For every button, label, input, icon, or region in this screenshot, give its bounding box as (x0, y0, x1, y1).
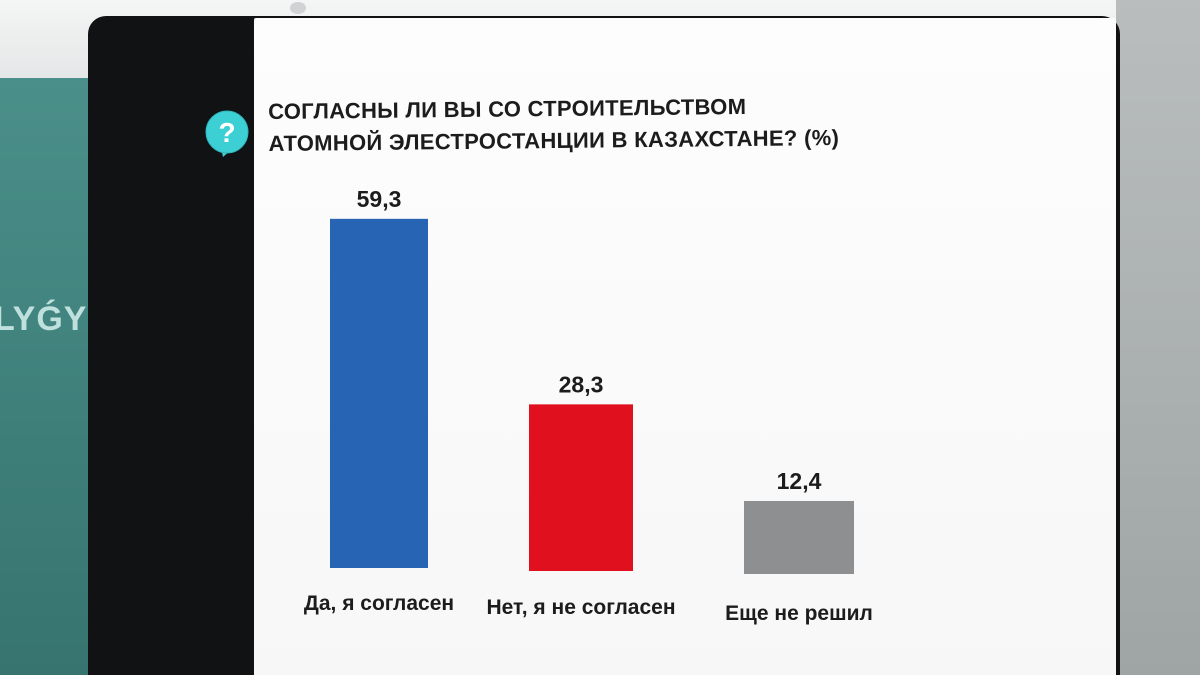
smoke-detector (290, 2, 306, 14)
right-wall (1116, 0, 1200, 675)
question-mark-icon: ? (205, 110, 249, 157)
bar-3 (744, 500, 854, 574)
category-label-3: Еще не решил (725, 602, 873, 625)
display-frame (88, 16, 1120, 675)
wall-brand-text: LYǴY (0, 300, 88, 338)
bar-1 (330, 218, 428, 568)
bar-2 (529, 404, 633, 571)
category-label-2: Нет, я не согласен (486, 596, 675, 619)
bar-value-label-2: 28,3 (559, 371, 604, 397)
question-mark-glyph: ? (218, 117, 235, 148)
bar-value-label-3: 12,4 (777, 468, 822, 494)
bar-value-label-1: 59,3 (357, 186, 402, 212)
left-wall: LYǴY (0, 78, 96, 675)
category-label-1: Да, я согласен (304, 592, 454, 615)
